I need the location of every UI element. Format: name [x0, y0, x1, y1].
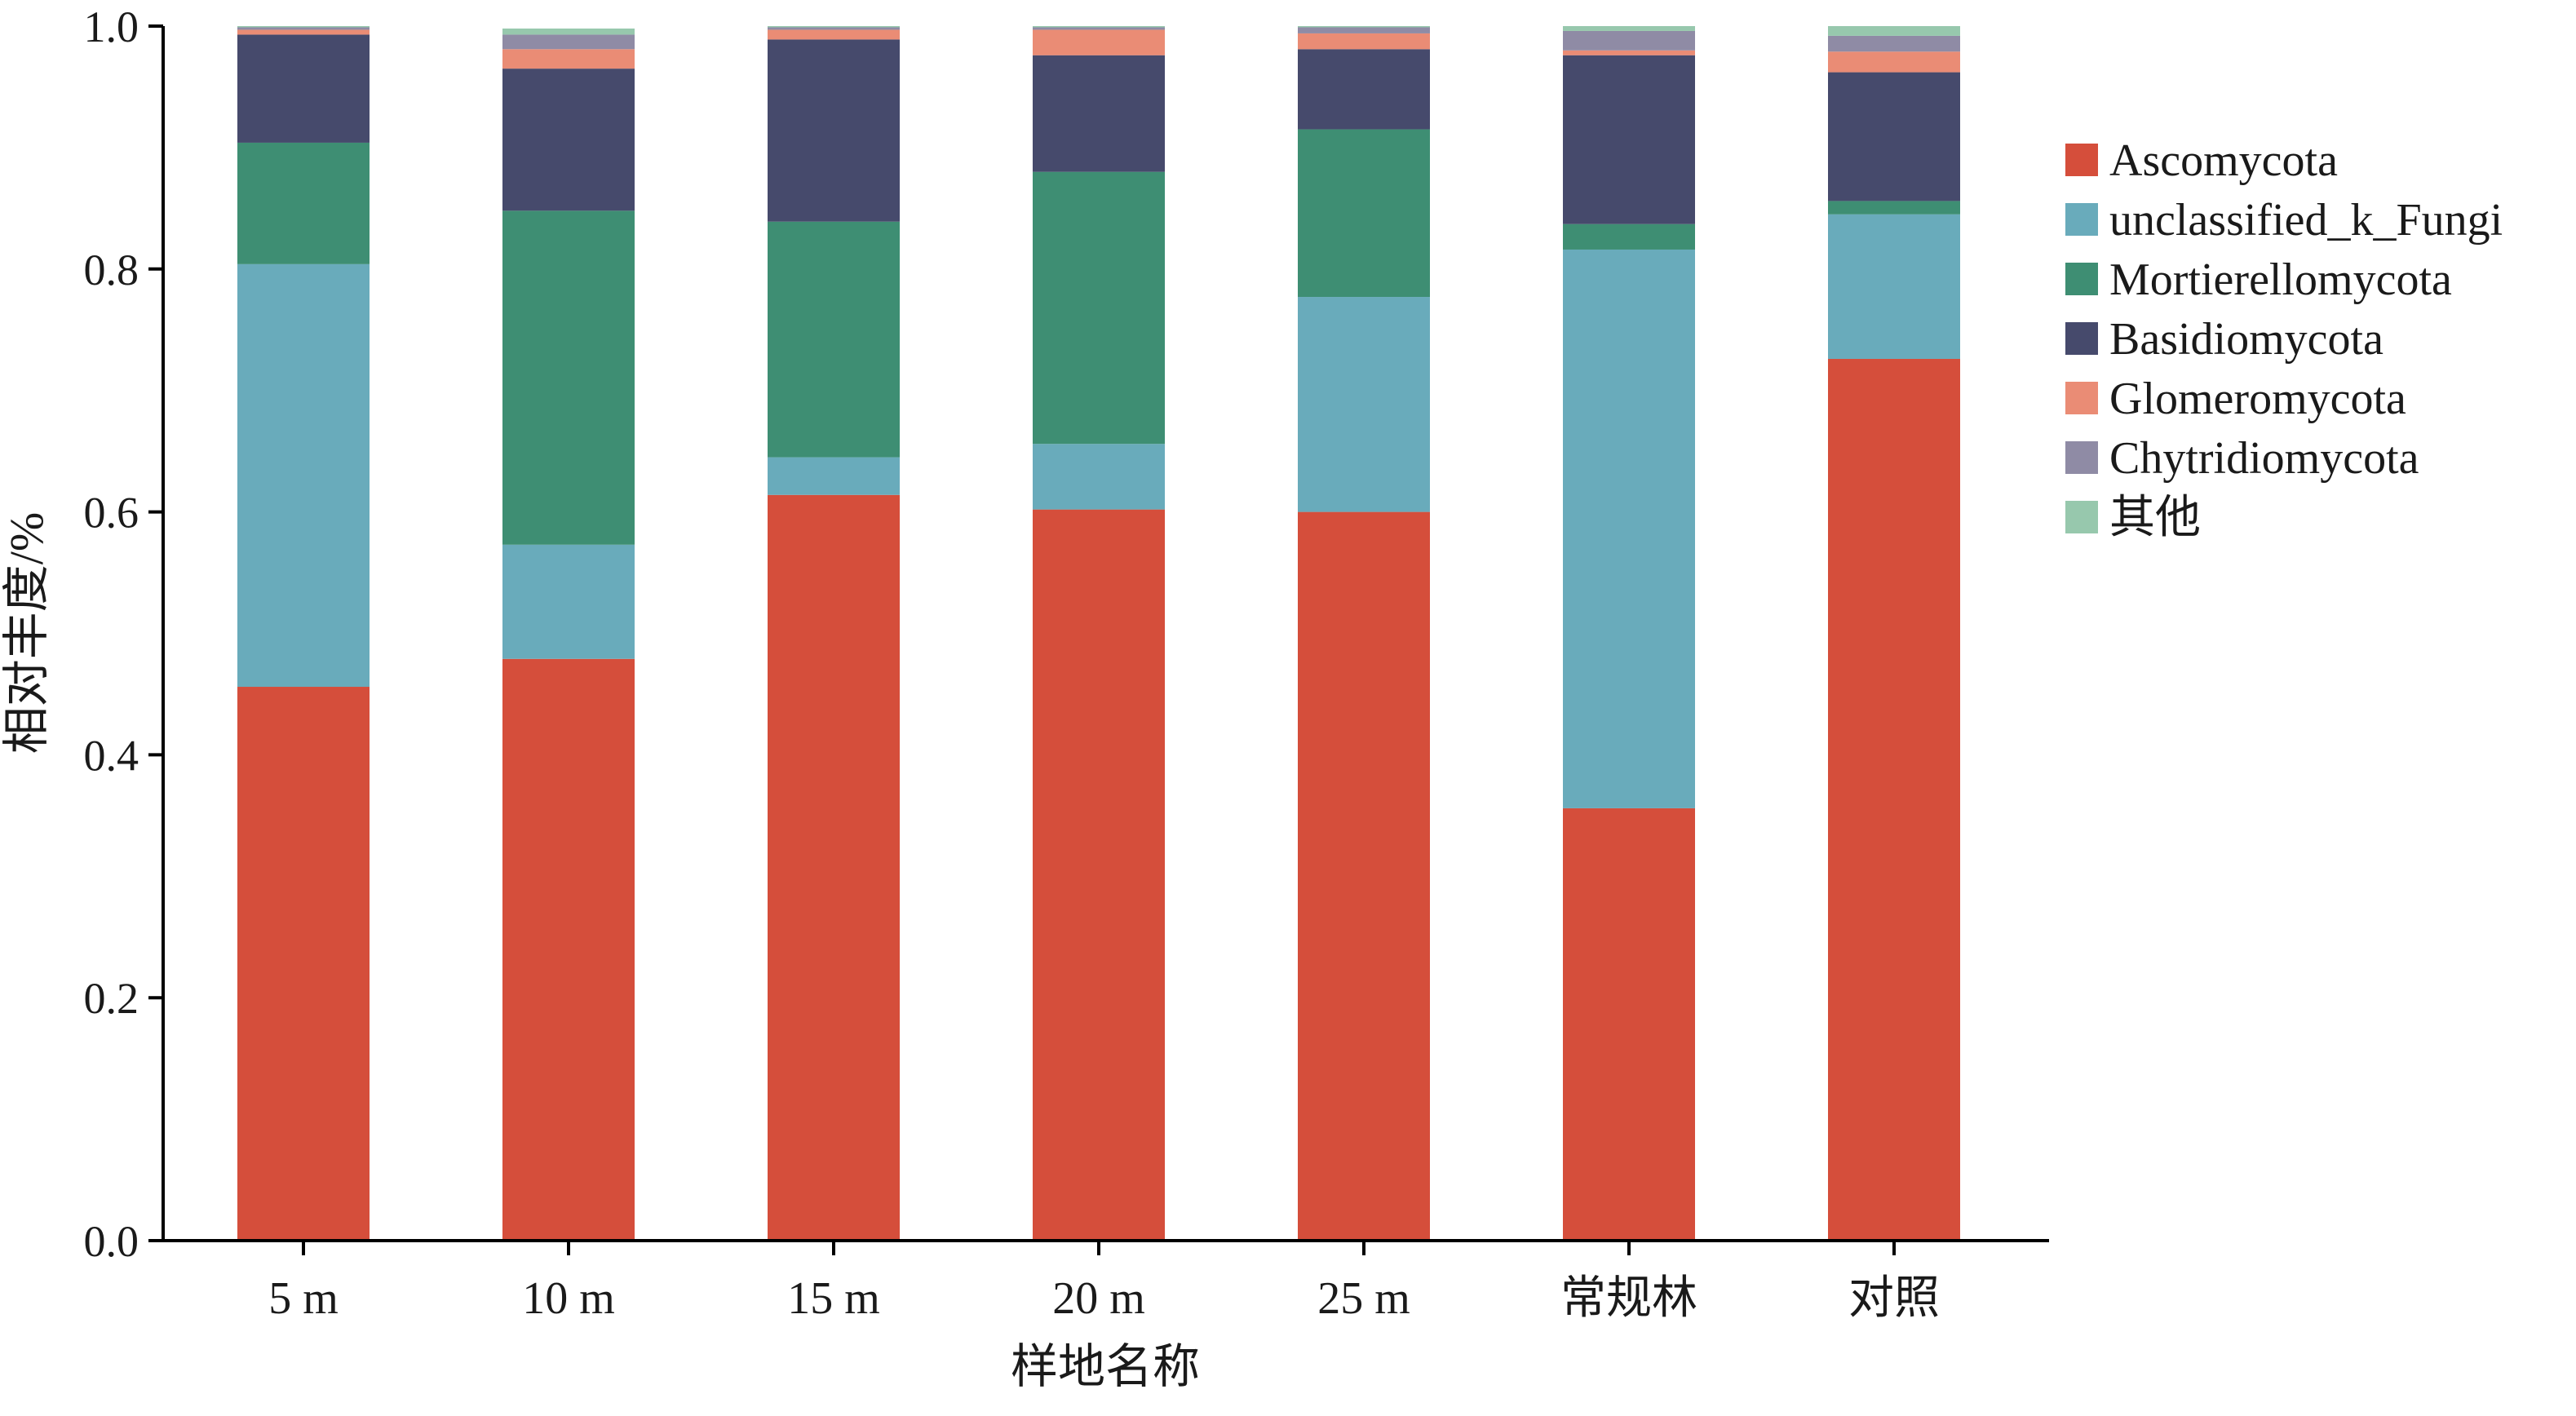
bar-stack — [1828, 26, 1960, 1241]
y-tick-label: 0.6 — [84, 489, 139, 538]
bar-segment — [768, 221, 900, 458]
y-tick-label: 0.2 — [84, 974, 139, 1023]
legend-item: Chytridiomycota — [2065, 433, 2419, 484]
legend-swatch — [2065, 322, 2098, 355]
legend-label: Mortierellomycota — [2109, 254, 2452, 305]
y-axis-label: 相对丰度/% — [0, 512, 53, 754]
bar-stack — [1033, 26, 1165, 1241]
bar-segment — [237, 27, 370, 30]
bar-segment — [237, 29, 370, 35]
bar-segment — [502, 34, 635, 50]
x-tick-label: 20 m — [1052, 1273, 1145, 1324]
y-ticks-layer: 0.0 0.2 0.4 0.6 0.8 1.0 — [84, 2, 163, 1266]
bar-segment — [1828, 214, 1960, 359]
legend-label: Basidiomycota — [2109, 314, 2383, 365]
bar-segment — [1033, 444, 1165, 510]
bar-segment — [768, 26, 900, 28]
legend-item: Glomeromycota — [2065, 374, 2406, 424]
bar-segment — [768, 27, 900, 30]
bar-segment — [768, 39, 900, 222]
bar-segment — [502, 210, 635, 545]
bar-segment — [1033, 55, 1165, 172]
bar-segment — [1033, 171, 1165, 445]
y-tick-label: 0.0 — [84, 1217, 139, 1266]
y-tick-label: 0.4 — [84, 731, 139, 780]
legend-item: 其他 — [2065, 493, 2201, 543]
bar-segment — [1033, 26, 1165, 28]
bar-segment — [1828, 35, 1960, 52]
bar-segment — [1563, 50, 1695, 55]
legend-label: Glomeromycota — [2109, 374, 2406, 424]
bar-segment — [1828, 358, 1960, 1241]
bar-stack — [237, 26, 370, 1241]
bar-segment — [768, 494, 900, 1241]
bar-segment — [502, 28, 635, 35]
legend-label: unclassified_k_Fungi — [2109, 195, 2503, 246]
bar-segment — [237, 26, 370, 28]
x-ticks-layer: 5 m 10 m 15 m 20 m 25 m 常规林 对照 — [268, 1241, 1940, 1324]
bar-stack — [1563, 26, 1695, 1241]
bar-segment — [237, 142, 370, 264]
bar-segment — [1563, 55, 1695, 224]
bar-segment — [768, 457, 900, 495]
bar-segment — [1828, 201, 1960, 215]
y-tick-label: 0.8 — [84, 246, 139, 294]
bar-segment — [502, 658, 635, 1241]
bar-stack — [1298, 26, 1430, 1241]
bar-segment — [1828, 72, 1960, 201]
bar-segment — [237, 687, 370, 1241]
bar-segment — [1828, 26, 1960, 36]
legend-swatch — [2065, 144, 2098, 176]
legend-item: Ascomycota — [2065, 135, 2338, 186]
legend-label: Ascomycota — [2109, 135, 2338, 186]
x-tick-label: 常规林 — [1560, 1273, 1697, 1324]
bar-segment — [1563, 26, 1695, 31]
bar-segment — [237, 263, 370, 688]
bar-segment — [237, 34, 370, 143]
y-tick-label: 1.0 — [84, 2, 139, 51]
legend-swatch — [2065, 441, 2098, 474]
x-tick-label: 对照 — [1848, 1273, 1940, 1324]
bar-segment — [1298, 511, 1430, 1241]
bar-segment — [1298, 297, 1430, 512]
bar-segment — [768, 29, 900, 40]
bar-segment — [502, 69, 635, 211]
bar-segment — [1563, 30, 1695, 51]
legend-label: Chytridiomycota — [2109, 433, 2419, 484]
bar-segment — [1563, 223, 1695, 250]
legend-swatch — [2065, 501, 2098, 533]
bar-segment — [502, 49, 635, 69]
bar-segment — [1033, 509, 1165, 1241]
bar-segment — [1033, 27, 1165, 30]
bar-segment — [1298, 33, 1430, 50]
x-axis-label: 样地名称 — [1011, 1340, 1200, 1393]
legend-swatch — [2065, 382, 2098, 414]
bar-segment — [1828, 51, 1960, 73]
bar-stack — [768, 26, 900, 1241]
bar-segment — [1298, 49, 1430, 130]
axes-layer — [162, 26, 2049, 1242]
x-tick-label: 10 m — [522, 1273, 615, 1324]
bar-segment — [1298, 129, 1430, 298]
x-tick-label: 25 m — [1317, 1273, 1410, 1324]
legend-swatch — [2065, 263, 2098, 295]
bar-segment — [1298, 26, 1430, 28]
x-tick-label: 15 m — [787, 1273, 880, 1324]
bar-segment — [1563, 808, 1695, 1241]
bar-segment — [1033, 29, 1165, 55]
legend: Ascomycota unclassified_k_Fungi Mortierell… — [2065, 135, 2503, 543]
bar-segment — [1298, 27, 1430, 33]
bar-segment — [1563, 249, 1695, 808]
legend-item: Mortierellomycota — [2065, 254, 2452, 305]
x-tick-label: 5 m — [268, 1273, 339, 1324]
legend-swatch — [2065, 203, 2098, 236]
bars-layer — [237, 26, 1960, 1241]
legend-item: Basidiomycota — [2065, 314, 2383, 365]
bar-stack — [502, 28, 635, 1241]
legend-item: unclassified_k_Fungi — [2065, 195, 2503, 246]
legend-label: 其他 — [2109, 493, 2201, 543]
bar-segment — [502, 544, 635, 659]
